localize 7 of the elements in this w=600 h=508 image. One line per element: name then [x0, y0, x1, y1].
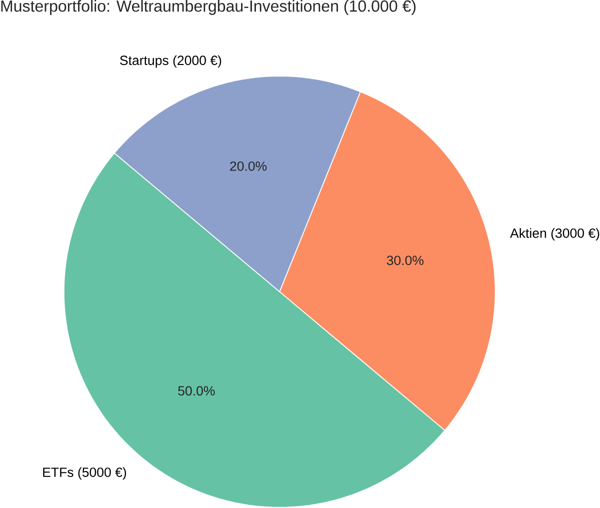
data-label: 50.0%: [178, 386, 215, 396]
slice-label: Aktien (3000 €): [510, 228, 600, 241]
data-label: 20.0%: [230, 162, 267, 171]
data-label: 30.0%: [386, 256, 424, 266]
slice-label: Startups (2000 €): [120, 55, 222, 68]
chart-title: Musterportfolio: Weltraumbergbau-Investitionen (10.000 €): [1, 0, 416, 16]
slice-label: ETFs (5000 €): [43, 467, 126, 480]
